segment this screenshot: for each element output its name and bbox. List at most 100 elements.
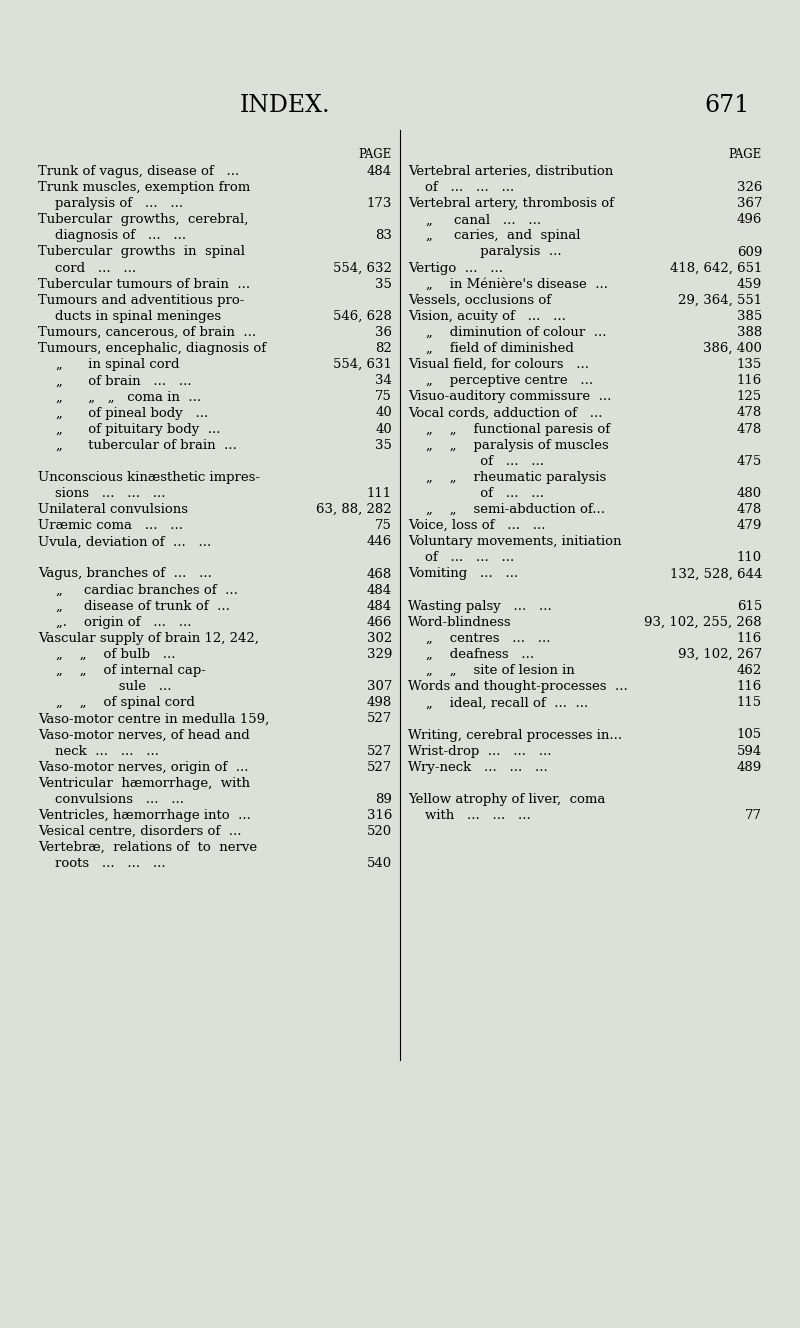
Text: Vertebræ,  relations of  to  nerve: Vertebræ, relations of to nerve (38, 841, 257, 854)
Text: Vision, acuity of   ...   ...: Vision, acuity of ... ... (408, 309, 566, 323)
Text: with   ...   ...   ...: with ... ... ... (408, 809, 530, 822)
Text: 527: 527 (366, 761, 392, 774)
Text: 480: 480 (737, 487, 762, 501)
Text: of   ...   ...: of ... ... (408, 454, 544, 467)
Text: 75: 75 (375, 519, 392, 533)
Text: Voluntary movements, initiation: Voluntary movements, initiation (408, 535, 622, 548)
Text: 116: 116 (737, 680, 762, 693)
Text: „    in Ménière's disease  ...: „ in Ménière's disease ... (426, 278, 608, 291)
Text: 329: 329 (366, 648, 392, 661)
Text: 520: 520 (367, 825, 392, 838)
Text: „      in spinal cord: „ in spinal cord (56, 359, 179, 372)
Text: Wry-neck   ...   ...   ...: Wry-neck ... ... ... (408, 761, 548, 774)
Text: Vocal cords, adduction of   ...: Vocal cords, adduction of ... (408, 406, 602, 420)
Text: 671: 671 (705, 93, 750, 117)
Text: of   ...   ...   ...: of ... ... ... (408, 551, 514, 564)
Text: 82: 82 (375, 343, 392, 355)
Text: 496: 496 (737, 214, 762, 226)
Text: 125: 125 (737, 390, 762, 404)
Text: Vesical centre, disorders of  ...: Vesical centre, disorders of ... (38, 825, 242, 838)
Text: 594: 594 (737, 745, 762, 757)
Text: „     cardiac branches of  ...: „ cardiac branches of ... (56, 583, 238, 596)
Text: 554, 631: 554, 631 (333, 359, 392, 372)
Text: 498: 498 (366, 696, 392, 709)
Text: Yellow atrophy of liver,  coma: Yellow atrophy of liver, coma (408, 793, 606, 806)
Text: Vascular supply of brain 12, 242,: Vascular supply of brain 12, 242, (38, 632, 259, 645)
Text: sule   ...: sule ... (38, 680, 171, 693)
Text: 135: 135 (737, 359, 762, 372)
Text: Word-blindness: Word-blindness (408, 616, 512, 628)
Text: Wasting palsy   ...   ...: Wasting palsy ... ... (408, 600, 552, 612)
Text: 546, 628: 546, 628 (333, 309, 392, 323)
Text: Voice, loss of   ...   ...: Voice, loss of ... ... (408, 519, 546, 533)
Text: 173: 173 (366, 197, 392, 210)
Text: 489: 489 (737, 761, 762, 774)
Text: „    „    of spinal cord: „ „ of spinal cord (56, 696, 195, 709)
Text: „    centres   ...   ...: „ centres ... ... (426, 632, 550, 645)
Text: ducts in spinal meninges: ducts in spinal meninges (38, 309, 221, 323)
Text: 468: 468 (366, 567, 392, 580)
Text: PAGE: PAGE (729, 147, 762, 161)
Text: 116: 116 (737, 632, 762, 645)
Text: 77: 77 (745, 809, 762, 822)
Text: 475: 475 (737, 454, 762, 467)
Text: 479: 479 (737, 519, 762, 533)
Text: „      of pituitary body  ...: „ of pituitary body ... (56, 422, 221, 436)
Text: Trunk of vagus, disease of   ...: Trunk of vagus, disease of ... (38, 165, 239, 178)
Text: of   ...   ...: of ... ... (408, 487, 544, 501)
Text: „     disease of trunk of  ...: „ disease of trunk of ... (56, 600, 230, 612)
Text: 307: 307 (366, 680, 392, 693)
Text: 75: 75 (375, 390, 392, 404)
Text: 302: 302 (366, 632, 392, 645)
Text: 466: 466 (366, 616, 392, 628)
Text: Words and thought-processes  ...: Words and thought-processes ... (408, 680, 628, 693)
Text: „.    origin of   ...   ...: „. origin of ... ... (56, 616, 191, 628)
Text: 462: 462 (737, 664, 762, 677)
Text: Uræmic coma   ...   ...: Uræmic coma ... ... (38, 519, 183, 533)
Text: 367: 367 (737, 197, 762, 210)
Text: Tumours, cancerous, of brain  ...: Tumours, cancerous, of brain ... (38, 325, 256, 339)
Text: 115: 115 (737, 696, 762, 709)
Text: 132, 528, 644: 132, 528, 644 (670, 567, 762, 580)
Text: 110: 110 (737, 551, 762, 564)
Text: 554, 632: 554, 632 (333, 262, 392, 275)
Text: „      of pineal body   ...: „ of pineal body ... (56, 406, 208, 420)
Text: „    perceptive centre   ...: „ perceptive centre ... (426, 374, 593, 388)
Text: Uvula, deviation of  ...   ...: Uvula, deviation of ... ... (38, 535, 211, 548)
Text: 63, 88, 282: 63, 88, 282 (316, 503, 392, 517)
Text: Tubercular  growths,  cerebral,: Tubercular growths, cerebral, (38, 214, 248, 226)
Text: 478: 478 (737, 503, 762, 517)
Text: 40: 40 (375, 406, 392, 420)
Text: Unconscious kinæsthetic impres-: Unconscious kinæsthetic impres- (38, 471, 260, 483)
Text: 478: 478 (737, 422, 762, 436)
Text: 35: 35 (375, 438, 392, 452)
Text: roots   ...   ...   ...: roots ... ... ... (38, 858, 166, 870)
Text: Wrist-drop  ...   ...   ...: Wrist-drop ... ... ... (408, 745, 551, 757)
Text: 29, 364, 551: 29, 364, 551 (678, 293, 762, 307)
Text: 527: 527 (366, 745, 392, 757)
Text: 446: 446 (366, 535, 392, 548)
Text: 34: 34 (375, 374, 392, 388)
Text: sions   ...   ...   ...: sions ... ... ... (38, 487, 166, 501)
Text: „      „   „   coma in  ...: „ „ „ coma in ... (56, 390, 201, 404)
Text: Vertigo  ...   ...: Vertigo ... ... (408, 262, 503, 275)
Text: Visual field, for colours   ...: Visual field, for colours ... (408, 359, 589, 372)
Text: Tumours, encephalic, diagnosis of: Tumours, encephalic, diagnosis of (38, 343, 266, 355)
Text: diagnosis of   ...   ...: diagnosis of ... ... (38, 230, 186, 243)
Text: 615: 615 (737, 600, 762, 612)
Text: 93, 102, 267: 93, 102, 267 (678, 648, 762, 661)
Text: „      tubercular of brain  ...: „ tubercular of brain ... (56, 438, 237, 452)
Text: 609: 609 (737, 246, 762, 259)
Text: 386, 400: 386, 400 (703, 343, 762, 355)
Text: Vessels, occlusions of: Vessels, occlusions of (408, 293, 551, 307)
Text: 418, 642, 651: 418, 642, 651 (670, 262, 762, 275)
Text: „    „    functional paresis of: „ „ functional paresis of (426, 422, 610, 436)
Text: „    „    of bulb   ...: „ „ of bulb ... (56, 648, 175, 661)
Text: „     canal   ...   ...: „ canal ... ... (426, 214, 541, 226)
Text: 459: 459 (737, 278, 762, 291)
Text: „    „    paralysis of muscles: „ „ paralysis of muscles (426, 438, 609, 452)
Text: 388: 388 (737, 325, 762, 339)
Text: „    diminution of colour  ...: „ diminution of colour ... (426, 325, 606, 339)
Text: Trunk muscles, exemption from: Trunk muscles, exemption from (38, 181, 250, 194)
Text: paralysis  ...: paralysis ... (408, 246, 562, 259)
